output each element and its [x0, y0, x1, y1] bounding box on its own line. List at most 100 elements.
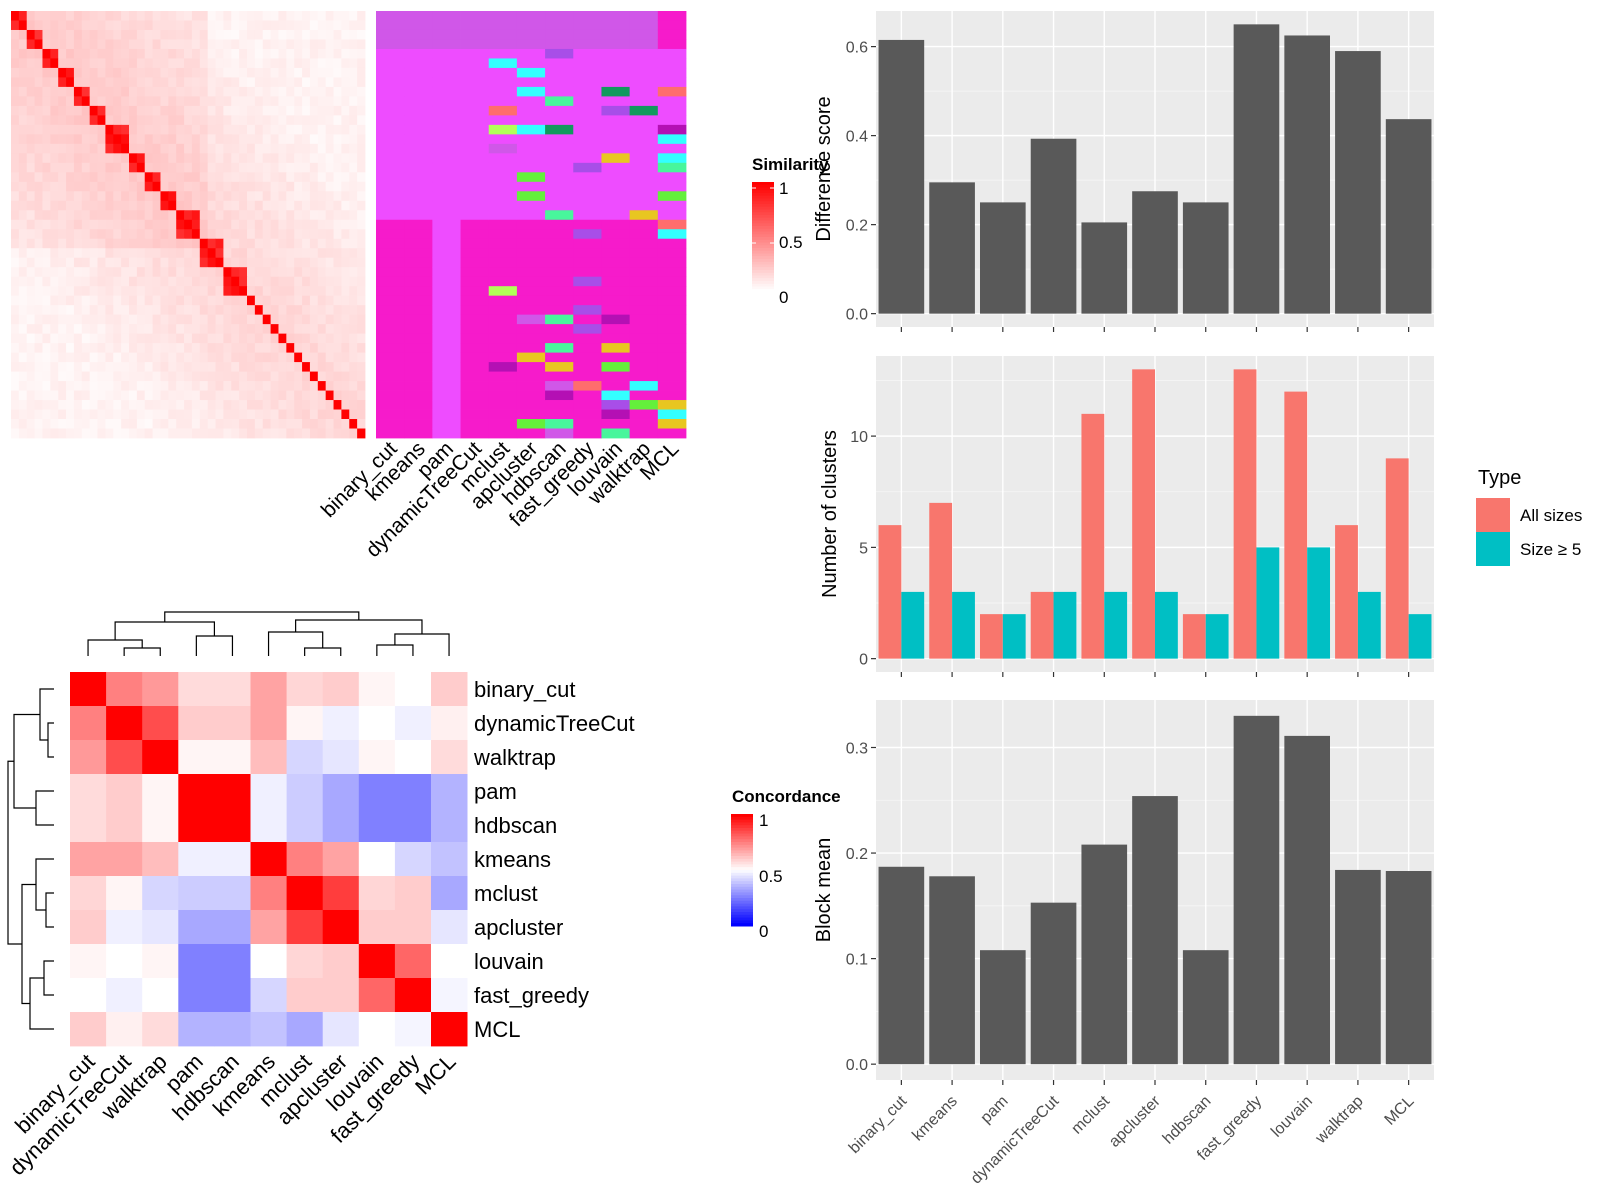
similarity-cell — [231, 105, 240, 116]
similarity-cell — [58, 181, 67, 192]
annotation-cell — [629, 400, 659, 410]
annotation-cell — [376, 286, 405, 297]
annotation-cell — [545, 400, 574, 410]
similarity-cell — [58, 371, 67, 382]
annotation-cell — [601, 143, 631, 154]
similarity-cell — [191, 276, 201, 287]
annotation-cell — [460, 229, 490, 240]
similarity-cell — [42, 343, 51, 353]
similarity-cell — [199, 276, 209, 287]
similarity-cell — [357, 115, 366, 126]
annotation-cell — [460, 257, 490, 268]
similarity-cell — [309, 210, 319, 221]
similarity-cell — [199, 115, 209, 126]
similarity-cell — [199, 124, 209, 135]
similarity-cell — [325, 39, 334, 50]
similarity-cell — [42, 267, 51, 278]
similarity-cell — [207, 324, 216, 335]
similarity-cell — [73, 295, 83, 306]
similarity-cell — [18, 362, 28, 372]
legend-gradient-step — [752, 237, 774, 241]
concordance-cell — [394, 706, 432, 741]
similarity-cell — [223, 381, 232, 391]
similarity-cell — [333, 181, 342, 192]
similarity-cell — [357, 134, 366, 145]
annotation-cell — [516, 58, 546, 69]
similarity-cell — [66, 200, 75, 211]
similarity-cell — [144, 210, 153, 221]
annotation-cell — [404, 229, 433, 240]
similarity-cell — [42, 352, 51, 363]
concordance-cell — [286, 910, 324, 945]
similarity-cell — [34, 267, 43, 278]
annotation-cell — [601, 419, 631, 429]
annotation-cell — [376, 20, 405, 31]
similarity-cell — [294, 419, 303, 429]
similarity-cell — [294, 276, 303, 287]
bar-all-sizes — [1030, 591, 1054, 659]
similarity-cell — [286, 191, 295, 202]
similarity-cell — [50, 124, 59, 135]
similarity-cell — [176, 257, 185, 268]
similarity-cell — [341, 371, 350, 382]
similarity-cell — [262, 20, 271, 31]
concordance-heatmap — [70, 672, 468, 1047]
annotation-cell — [516, 381, 546, 391]
legend-gradient-step — [731, 822, 753, 826]
similarity-cell — [105, 305, 114, 316]
similarity-cell — [239, 390, 248, 401]
similarity-cell — [136, 371, 146, 382]
similarity-cell — [333, 352, 342, 363]
similarity-cell — [215, 191, 224, 202]
concordance-legend-title: Concordance — [732, 787, 841, 806]
similarity-cell — [239, 105, 248, 116]
similarity-cell — [247, 229, 256, 240]
similarity-cell — [26, 210, 35, 221]
concordance-cell — [106, 1012, 143, 1047]
similarity-cell — [239, 115, 248, 126]
similarity-cell — [26, 11, 35, 21]
similarity-cell — [333, 428, 342, 439]
similarity-cell — [50, 219, 59, 230]
annotation-cell — [516, 343, 546, 353]
annotation-cell — [376, 115, 405, 126]
similarity-cell — [223, 371, 232, 382]
similarity-cell — [144, 96, 153, 107]
similarity-cell — [152, 286, 161, 297]
similarity-cell — [309, 77, 319, 88]
similarity-cell — [144, 371, 153, 382]
annotation-cell — [488, 362, 518, 372]
similarity-cell — [254, 96, 264, 107]
similarity-cell — [11, 248, 20, 259]
similarity-cell — [333, 314, 342, 325]
similarity-cell — [262, 172, 271, 183]
similarity-cell — [89, 276, 98, 287]
similarity-cell — [50, 381, 59, 391]
similarity-cell — [26, 96, 35, 107]
similarity-cell — [199, 11, 209, 21]
similarity-cell — [239, 124, 248, 135]
similarity-cell — [231, 229, 240, 240]
similarity-cell — [97, 333, 106, 344]
annotation-cell — [629, 267, 659, 278]
annotation-cell — [516, 314, 546, 325]
similarity-cell — [262, 352, 271, 363]
similarity-cell — [50, 267, 59, 278]
similarity-cell — [136, 191, 146, 202]
annotation-cell — [573, 390, 602, 401]
similarity-cell — [278, 276, 287, 287]
similarity-cell — [223, 172, 232, 183]
similarity-cell — [136, 67, 146, 78]
similarity-cell — [333, 409, 342, 420]
similarity-cell — [317, 428, 327, 439]
similarity-cell — [333, 371, 342, 382]
similarity-cell — [231, 267, 240, 278]
similarity-cell — [325, 191, 334, 202]
similarity-cell — [309, 105, 319, 116]
similarity-cell — [207, 124, 216, 135]
similarity-legend-tick-0: 0 — [779, 288, 788, 307]
similarity-cell — [184, 115, 193, 126]
annotation-cell — [545, 115, 574, 126]
similarity-cell — [121, 371, 130, 382]
similarity-cell — [168, 181, 177, 192]
